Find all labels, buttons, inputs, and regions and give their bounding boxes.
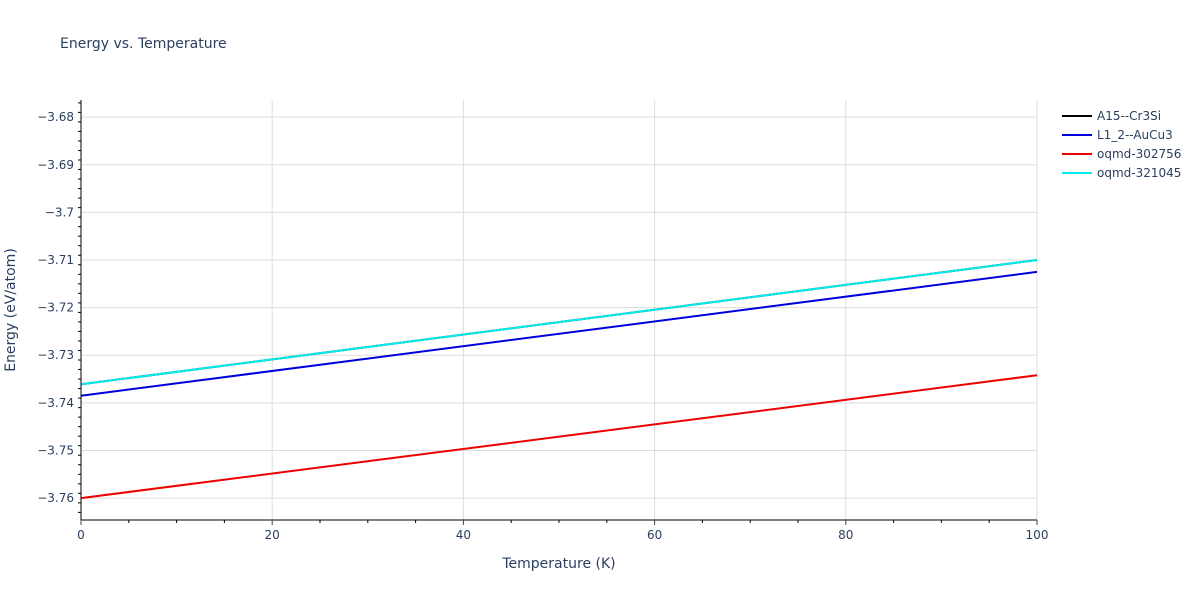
series-line-oqmd-302756[interactable] bbox=[80, 374, 1038, 500]
y-tick-label: −3.68 bbox=[37, 110, 74, 124]
y-axis-title: Energy (eV/atom) bbox=[3, 248, 19, 372]
legend-swatch-icon bbox=[1062, 133, 1092, 136]
legend-swatch-icon bbox=[1062, 114, 1092, 117]
y-tick-label: −3.75 bbox=[37, 443, 74, 457]
y-tick-label: −3.7 bbox=[45, 205, 74, 219]
legend-label: A15--Cr3Si bbox=[1097, 108, 1162, 123]
y-tick-label: −3.76 bbox=[37, 491, 74, 505]
legend-item[interactable]: oqmd-321045 bbox=[1062, 163, 1181, 182]
y-tick-label: −3.74 bbox=[37, 396, 74, 410]
legend: A15--Cr3Si L1_2--AuCu3 oqmd-302756 oqmd-321… bbox=[1062, 106, 1181, 182]
y-tick-label: −3.71 bbox=[37, 253, 74, 267]
legend-item[interactable]: oqmd-302756 bbox=[1062, 144, 1181, 163]
series-line-L1_2--AuCu3[interactable] bbox=[80, 270, 1038, 397]
x-tick-label: 40 bbox=[456, 528, 471, 542]
legend-swatch-icon bbox=[1062, 152, 1092, 155]
x-tick-label: 100 bbox=[1026, 528, 1049, 542]
x-tick-label: 80 bbox=[838, 528, 853, 542]
x-axis-title: Temperature (K) bbox=[501, 556, 615, 572]
y-tick-label: −3.72 bbox=[37, 301, 74, 315]
y-tick-label: −3.73 bbox=[37, 348, 74, 362]
x-tick-label: 0 bbox=[77, 528, 85, 542]
series-line-oqmd-321045[interactable] bbox=[80, 259, 1038, 386]
legend-label: oqmd-302756 bbox=[1097, 146, 1182, 161]
legend-swatch-icon bbox=[1062, 171, 1092, 174]
legend-item[interactable]: A15--Cr3Si bbox=[1062, 106, 1181, 125]
x-tick-label: 20 bbox=[265, 528, 280, 542]
chart-title: Energy vs. Temperature bbox=[60, 36, 227, 52]
y-tick-label: −3.69 bbox=[37, 158, 74, 172]
x-tick-label: 60 bbox=[647, 528, 662, 542]
legend-label: L1_2--AuCu3 bbox=[1097, 127, 1173, 142]
legend-item[interactable]: L1_2--AuCu3 bbox=[1062, 125, 1181, 144]
legend-label: oqmd-321045 bbox=[1097, 165, 1182, 180]
